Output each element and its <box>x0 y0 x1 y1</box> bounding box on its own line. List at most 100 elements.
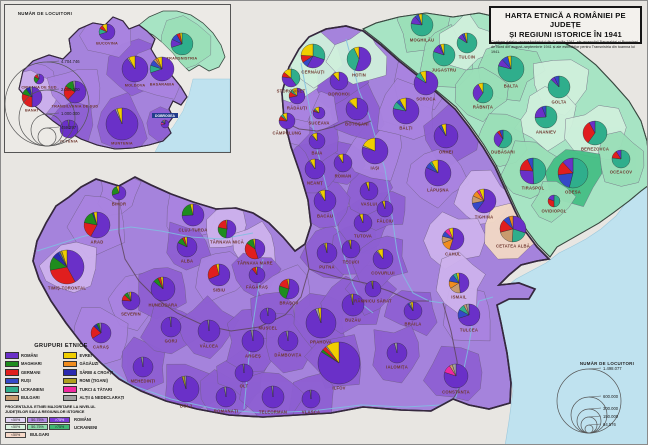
region-dobrogea: DOBROGEA <box>152 113 178 129</box>
county-hunedoara: HUNEDOARA <box>148 276 177 308</box>
region-cri-ana-de-sud: CRIȘANA DE SUD <box>21 73 57 90</box>
scale-value: 4.704.746 <box>61 59 80 64</box>
county-label: CÂMPULUNG <box>272 131 301 136</box>
scale-value: 1.498.077 <box>603 366 622 371</box>
scale-value: 2.000.000 <box>61 87 80 92</box>
region-label: OLTENIA <box>60 140 78 144</box>
county-cara-: CARAȘ <box>90 322 112 350</box>
county-label: COVURLUI <box>371 271 394 276</box>
scale-value: 600.000 <box>603 394 619 399</box>
county-sibiu: SIBIU <box>207 263 231 293</box>
county-label: ARGEȘ <box>245 354 261 359</box>
legend-swatch <box>63 394 78 401</box>
map-note: Conform datelor recensământului din 6 ap… <box>491 40 638 54</box>
county-label: SEVERIN <box>121 312 141 317</box>
legend-label: ROMÂNI <box>21 352 38 358</box>
majority-bin: <50% <box>5 416 26 423</box>
county-ilfov: ILFOV <box>317 341 361 391</box>
legend-label: ROMI (ȚIGANI) <box>79 378 108 384</box>
county-label: JUGASTRU <box>432 68 457 73</box>
county-odesa: ODESA <box>557 157 589 195</box>
county-berezovca: BEREZOVCA <box>581 120 609 152</box>
county-dolj: DOLJ <box>172 375 200 409</box>
county-label: TÂRNAVA MICĂ <box>210 240 244 245</box>
map-title-line2: ȘI REGIUNI ISTORICE ÎN 1941 <box>509 29 622 39</box>
county-b-l-i: BĂLȚI <box>392 97 420 131</box>
majority-bin: 50-75% <box>27 424 48 431</box>
county-tecuci: TECUCI <box>341 239 361 265</box>
county-label: ALBA <box>181 259 193 264</box>
county-moghil-u: MOGHILĂU <box>410 13 434 43</box>
region-transilvania-de-sud: TRANSILVANIA DE SUD <box>52 80 98 109</box>
region-transnistria: TRANSNISTRIA <box>167 32 197 61</box>
county-label: MEHEDINȚI <box>131 379 156 384</box>
legend-label: BULGARI <box>21 395 40 401</box>
legend-label: RUȘI <box>21 378 31 384</box>
county-label: ARAD <box>91 240 104 245</box>
population-scale: NUMĂR DE LOCUITORI 4.704.746 2.000.000 1.00… <box>4 11 90 147</box>
majority-row-ucraineni: <50% 50-75% >75% UCRAINENI <box>5 424 137 431</box>
county-baia: BAIA <box>308 132 326 156</box>
county-label: IAȘI <box>371 166 380 171</box>
majority-row-români: <50% 50-75% >75% ROMÂNI <box>5 416 137 423</box>
county-label: FĂLCIU <box>377 219 394 224</box>
legend-majority-heading: PROCENTAJUL ETNIEI MAJORITARE LA NIVELUL… <box>5 405 96 414</box>
scale-value: 1.000.000 <box>61 111 80 116</box>
county-severin: SEVERIN <box>121 291 141 317</box>
county-vaslui: VASLUI <box>359 181 379 207</box>
scale-value: 150.000 <box>603 414 619 419</box>
legend-swatch <box>63 369 78 376</box>
county-olt: OLT <box>234 363 254 389</box>
county-roman: ROMAN <box>333 153 353 179</box>
county-label: TIRASPOL <box>522 186 545 191</box>
majority-bin: <50% <box>5 424 26 431</box>
county-label: BOTOȘANI <box>345 122 369 127</box>
majority-bin: >75% <box>49 416 70 423</box>
county-oceacov: OCEACOV <box>610 149 632 175</box>
county-label: BALTA <box>504 84 519 89</box>
county-soroca: SOROCA <box>413 70 439 102</box>
county-label: CONSTANȚA <box>442 390 470 395</box>
majority-row-bulgari: <50% BULGARI <box>5 431 137 438</box>
county-boto-ani: BOTOȘANI <box>345 97 369 127</box>
county-d-mbovi-a: DÂMBOVIȚA <box>274 330 301 358</box>
legend-item-ga: GĂGĂUZI <box>63 360 137 367</box>
legend-item-ro: ROMÂNI <box>5 352 56 359</box>
legend-swatch <box>5 352 19 359</box>
county-r-bni-a: RÂBNIȚA <box>472 82 494 110</box>
county-golta: GOLTA <box>547 75 571 105</box>
county-label: TIGHINA <box>475 215 494 220</box>
legend-item-al: ALȚII & NEDECLARAȚI <box>63 394 137 401</box>
county-label: NEAMȚ <box>307 181 323 186</box>
county-tulcin: TULCIN <box>456 32 478 60</box>
region-label: DOBROGEA <box>155 114 176 118</box>
county-label: OVIDIOPOL <box>541 209 566 214</box>
legend-swatch <box>5 394 19 401</box>
county-bac-u: BACĂU <box>313 189 337 219</box>
county-label: RÂMNICU SĂRAT <box>354 299 392 304</box>
legend-item-uk: UCRAINENI <box>5 386 56 393</box>
county-label: ROMAN <box>335 174 352 179</box>
county-label: OLT <box>240 384 249 389</box>
legend-majority-rows: <50% 50-75% >75% ROMÂNI <50% 50-75% >75% UCRAIN… <box>5 416 137 438</box>
county-label: CERNĂUȚI <box>301 70 324 75</box>
legend-title: GRUPURI ETNICE <box>34 343 88 349</box>
majority-label: UCRAINENI <box>74 424 98 430</box>
county-bra-ov: BRAȘOV <box>278 278 300 306</box>
county-label: RÂBNIȚA <box>473 105 493 110</box>
county-label: BACĂU <box>317 214 333 219</box>
county-label: MOGHILĂU <box>410 38 434 43</box>
svg-text:NUMĂR DE LOCUITORI: NUMĂR DE LOCUITORI <box>18 11 72 16</box>
county-storojine-: STOROJINEȚ <box>277 68 305 94</box>
county-label: MUSCEL <box>259 326 278 331</box>
county-tighina: TIGHINA <box>471 188 497 220</box>
county-bihor: BIHOR <box>112 185 127 207</box>
county-label: PRAHOVA <box>310 340 332 345</box>
svg-text:NUMĂR DE LOCUITORI: NUMĂR DE LOCUITORI <box>580 361 634 366</box>
county-label: SOROCA <box>416 97 436 102</box>
majority-bin: <50% <box>5 431 26 438</box>
scale-value: 459.297 <box>61 125 77 130</box>
inset-regions-map: CRIȘANA DE SUD BANAT TRANSILVANIA DE SUD OL… <box>4 4 231 153</box>
